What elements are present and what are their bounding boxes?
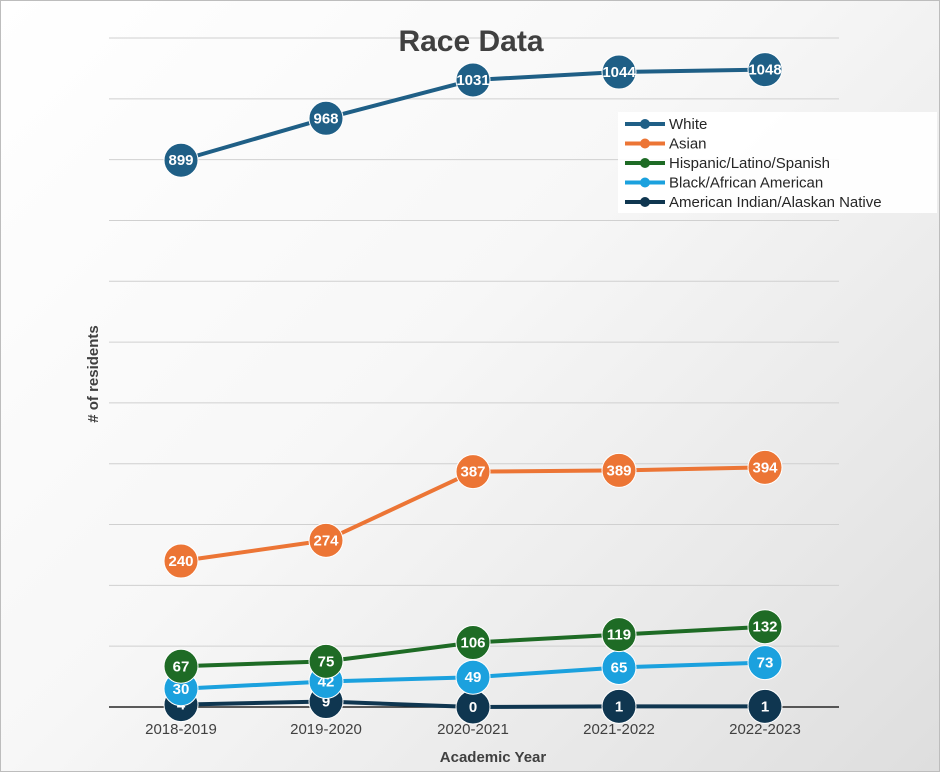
- legend-marker: [640, 119, 650, 129]
- data-label: 387: [460, 464, 485, 481]
- data-point: [601, 452, 637, 488]
- data-label: 1031: [456, 72, 489, 89]
- legend-box: [618, 112, 937, 213]
- data-point: [601, 54, 637, 90]
- data-point: [455, 62, 491, 98]
- legend-marker: [640, 138, 650, 149]
- data-label: 1048: [748, 62, 781, 79]
- data-point: [747, 688, 783, 724]
- series-white: 899 968 1031 1044 1048: [163, 52, 783, 178]
- legend-label: Asian: [669, 136, 707, 153]
- x-tick-label: 2021-2022: [583, 721, 655, 738]
- x-tick-label: 2019-2020: [290, 721, 362, 738]
- data-point: [455, 625, 491, 661]
- data-label: 106: [460, 635, 485, 652]
- data-point: [747, 609, 783, 645]
- x-axis: 2018-2019 2019-2020 2020-2021 2021-2022 2022…: [109, 706, 839, 738]
- data-label: 1044: [602, 64, 636, 81]
- legend-label: Black/African American: [669, 175, 823, 192]
- series-hispanic-latino-spanish: 67 75 106 119 132: [163, 609, 783, 684]
- data-label: 394: [752, 459, 778, 476]
- legend-item: Hispanic/Latino/Spanish: [625, 155, 830, 172]
- data-point: [601, 688, 637, 724]
- data-point: [163, 543, 199, 579]
- data-point: [601, 617, 637, 653]
- data-label: 49: [465, 669, 482, 686]
- data-point: [455, 659, 491, 695]
- legend-item: White: [625, 116, 707, 133]
- data-label: 65: [611, 659, 628, 676]
- legend-marker: [640, 177, 650, 188]
- data-label: 67: [173, 658, 190, 675]
- data-label: 30: [173, 681, 190, 698]
- chart-title: Race Data: [398, 25, 543, 58]
- data-point: [308, 100, 344, 136]
- x-tick-label: 2020-2021: [437, 721, 509, 738]
- data-label: 389: [606, 462, 631, 479]
- data-point: [455, 454, 491, 490]
- data-label: 132: [752, 619, 777, 636]
- data-label: 0: [469, 699, 477, 716]
- series-lines: 4901130424965736775106119132240274387389…: [163, 52, 783, 725]
- series-asian: 240 274 387 389 394: [163, 449, 783, 579]
- legend-label: White: [669, 116, 707, 133]
- data-point: [308, 522, 344, 558]
- y-axis-title: # of residents: [85, 325, 102, 423]
- legend-item: Black/African American: [625, 175, 823, 192]
- data-label: 274: [313, 532, 339, 549]
- legend-marker: [640, 158, 650, 168]
- legend-item: Asian: [625, 136, 707, 153]
- legend-item: American Indian/Alaskan Native: [625, 194, 882, 211]
- data-point: [308, 643, 344, 679]
- data-point: [163, 648, 199, 684]
- data-point: [747, 52, 783, 88]
- x-axis-title: Academic Year: [440, 749, 547, 766]
- data-label: 240: [168, 553, 193, 570]
- data-label: 75: [318, 653, 335, 670]
- gridlines: [109, 37, 839, 647]
- data-label: 9: [322, 694, 330, 711]
- data-label: 968: [313, 110, 338, 127]
- data-point: [163, 142, 199, 178]
- data-label: 899: [168, 152, 193, 169]
- data-label: 1: [761, 698, 769, 715]
- legend-label: Hispanic/Latino/Spanish: [669, 155, 830, 172]
- legend-label: American Indian/Alaskan Native: [669, 194, 882, 211]
- data-label: 73: [757, 655, 774, 672]
- data-point: [747, 645, 783, 681]
- data-label: 119: [607, 627, 631, 644]
- legend-marker: [640, 197, 650, 207]
- x-tick-label: 2018-2019: [145, 721, 217, 738]
- x-tick-label: 2022-2023: [729, 721, 801, 738]
- data-point: [747, 449, 783, 485]
- data-label: 1: [615, 698, 623, 715]
- legend: White Asian Hispanic/Latino/Spanish Black/A…: [618, 112, 937, 213]
